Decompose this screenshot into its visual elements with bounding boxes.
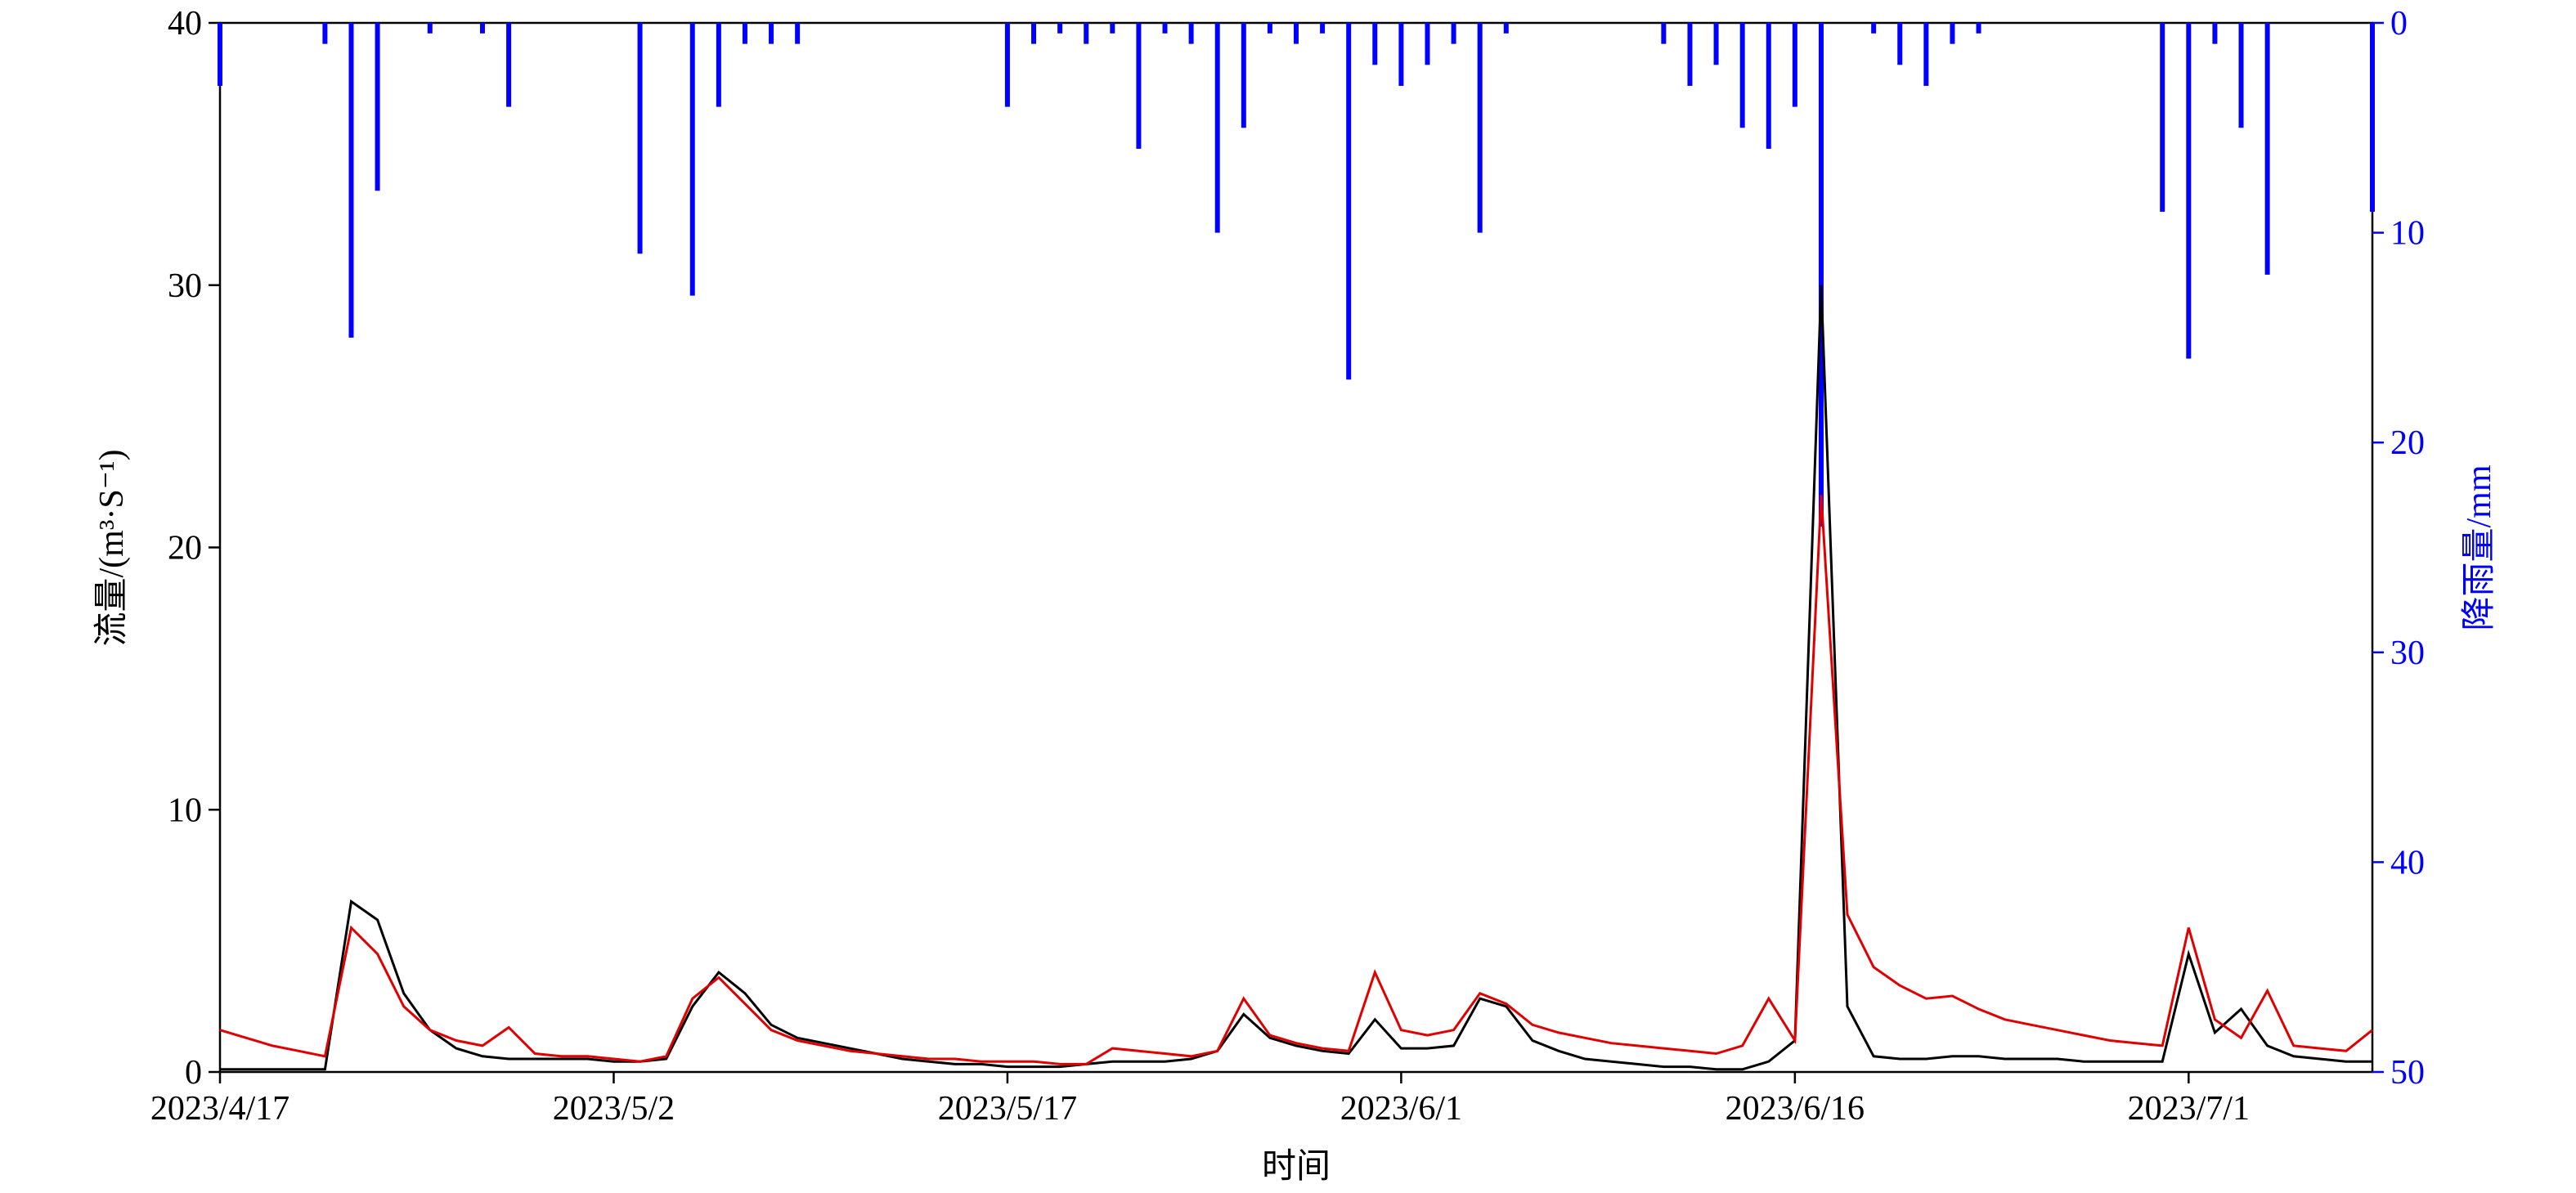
rain-bar: [479, 23, 485, 34]
rain-bar: [2186, 23, 2192, 359]
y2-tick-label: 50: [2390, 1054, 2425, 1092]
y-tick-label: 40: [168, 5, 202, 43]
rain-bar: [1818, 23, 1824, 527]
y2-tick-label: 30: [2390, 635, 2425, 672]
flow-line: [220, 285, 2372, 1071]
flow-line: [219, 495, 2373, 1065]
x-tick-label: 2023/5/2: [553, 1090, 675, 1128]
x-tick-label: 2023/5/17: [938, 1090, 1077, 1128]
rain-bar: [1871, 23, 1877, 34]
y2-tick-label: 40: [2390, 844, 2425, 881]
plot-frame: [218, 21, 2374, 1074]
rain-bar: [2370, 23, 2375, 212]
rain-bar: [2238, 23, 2244, 128]
rain-bar: [1214, 23, 1220, 233]
rain-bar: [795, 23, 801, 44]
rain-bar: [1503, 23, 1509, 34]
y-tick-label: 30: [168, 267, 202, 305]
rain-bar: [1661, 23, 1667, 44]
rain-bar: [1084, 23, 1089, 44]
rain-bar: [1320, 23, 1326, 34]
y2-tick-label: 0: [2390, 5, 2408, 43]
rain-bar: [1372, 23, 1378, 65]
x-tick-label: 2023/6/1: [1340, 1090, 1462, 1128]
rain-bar: [1294, 23, 1299, 44]
rain-bar: [1950, 23, 1955, 44]
rain-bar: [375, 23, 380, 191]
rain-bar: [769, 23, 774, 44]
x-tick-label: 2023/4/17: [150, 1090, 289, 1128]
rain-bar: [689, 23, 695, 296]
rain-bar: [348, 23, 354, 338]
rain-bar: [1897, 23, 1903, 65]
y-tick-label: 0: [185, 1054, 202, 1092]
rain-bar: [1425, 23, 1430, 65]
rain-bar: [1687, 23, 1693, 86]
y-tick-label: 10: [168, 792, 202, 829]
x-tick-label: 2023/7/1: [2128, 1090, 2250, 1128]
rain-bar: [1713, 23, 1719, 65]
rain-bar: [1398, 23, 1404, 86]
rain-bar: [1162, 23, 1168, 34]
rain-bar: [1188, 23, 1194, 44]
x-tick-label: 2023/6/16: [1726, 1090, 1865, 1128]
rain-bar: [716, 23, 721, 107]
rain-bar: [1792, 23, 1797, 107]
rain-bar: [218, 23, 222, 86]
rain-bar: [506, 23, 512, 107]
y2-tick-label: 10: [2390, 215, 2425, 253]
rain-bar: [2212, 23, 2218, 44]
rain-bar: [1346, 23, 1352, 380]
rain-bar: [1004, 23, 1010, 107]
rain-bar: [1136, 23, 1142, 149]
y2-tick-label: 20: [2390, 424, 2425, 462]
rain-bar: [1976, 23, 1981, 34]
rain-bar: [1267, 23, 1272, 34]
rain-bar: [742, 23, 747, 44]
y-axis-label: 流量/(m³·S⁻¹): [93, 449, 131, 646]
rain-bar: [1057, 23, 1063, 34]
x-axis-label: 时间: [1262, 1148, 1331, 1186]
rain-bar: [1766, 23, 1771, 149]
rain-bar: [1241, 23, 1246, 128]
rain-bar: [1739, 23, 1745, 128]
y2-axis-label: 降雨量/mm: [2461, 464, 2498, 630]
rain-bar: [1477, 23, 1483, 233]
rain-bar: [427, 23, 433, 34]
rain-bar: [2160, 23, 2165, 212]
rain-bar: [1923, 23, 1929, 86]
rain-bar: [1110, 23, 1115, 34]
rain-bar: [322, 23, 328, 44]
rain-bar: [1451, 23, 1456, 44]
y-tick-label: 20: [168, 530, 202, 567]
rain-bar: [637, 23, 643, 254]
rain-bar: [1031, 23, 1037, 44]
rain-bar: [2264, 23, 2270, 275]
